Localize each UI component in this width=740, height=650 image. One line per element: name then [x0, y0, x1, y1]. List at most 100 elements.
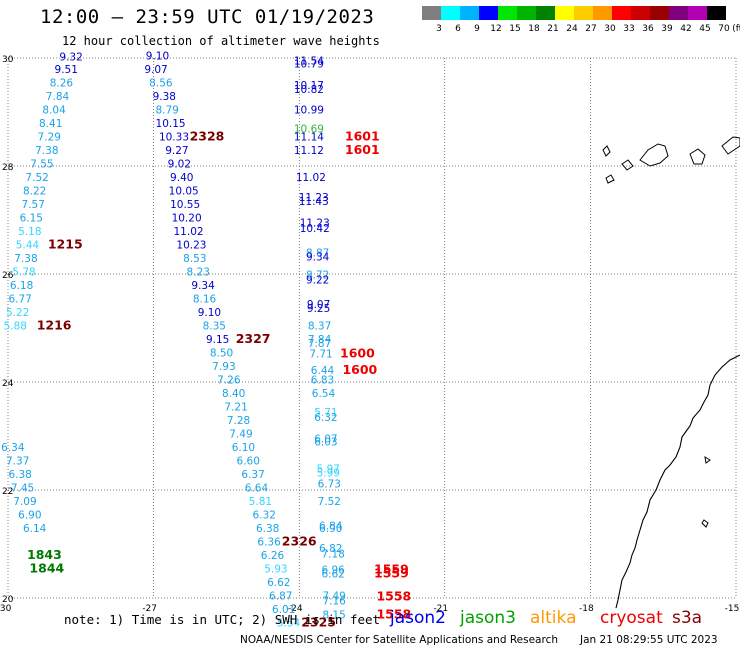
wave-height-value: 6.14 [23, 523, 47, 535]
colorbar-label: 45 [699, 24, 710, 34]
sub-title: 12 hour collection of altimeter wave hei… [62, 34, 380, 48]
wave-height-value: 7.84 [308, 334, 332, 346]
wave-height-value: 9.27 [165, 145, 188, 157]
wave-height-value: 8.53 [183, 253, 206, 265]
colorbar-swatch [422, 6, 441, 20]
wave-height-value: 6.82 [319, 543, 342, 555]
lat-tick-label: 28 [2, 163, 14, 173]
wave-height-value: 10.15 [156, 118, 186, 130]
canary-island-hierro [605, 174, 615, 184]
wave-height-value: 10.05 [169, 186, 199, 198]
lat-tick-label: 30 [2, 55, 14, 65]
legend-cryosat: cryosat [600, 608, 663, 628]
wave-height-value: 10.20 [172, 213, 202, 225]
colorbar-swatch [517, 6, 536, 20]
colorbar-label: 3 [436, 24, 442, 34]
pass-time-label: 1559 [374, 565, 409, 580]
wave-height-value: 6.01 [272, 604, 295, 616]
lon-tick-label: -27 [142, 604, 157, 614]
colorbar-label: 15 [509, 24, 520, 34]
wave-height-value: 8.35 [203, 321, 226, 333]
legend-note: note: 1) Time is in UTC; 2) SWH is in fe… [64, 612, 381, 627]
wave-height-value: 8.87 [306, 248, 329, 260]
colorbar-swatch [441, 6, 460, 20]
wave-height-value: 8.40 [222, 388, 245, 400]
wave-height-value: 9.15 [206, 334, 229, 346]
pass-time-label: 2326 [282, 534, 317, 549]
wave-height-value: 8.23 [187, 267, 210, 279]
wave-height-value: 6.54 [312, 388, 336, 400]
wave-height-value: 7.38 [35, 145, 58, 157]
wave-height-value: 6.26 [261, 550, 285, 562]
wave-height-value: 10.33 [159, 132, 189, 144]
wave-height-value: 6.64 [245, 483, 269, 495]
pass-time-label: 1558 [376, 607, 411, 622]
wave-height-value: 6.32 [253, 510, 276, 522]
wave-height-value: 7.87 [308, 338, 331, 350]
lon-tick-label: -18 [579, 604, 594, 614]
wave-height-value: 7.45 [11, 483, 34, 495]
legend-s3a: s3a [672, 608, 703, 628]
lat-tick-label: 24 [2, 379, 14, 389]
wave-height-value: 8.04 [42, 105, 66, 117]
pass-time-label: 2328 [190, 129, 225, 144]
wave-height-value: 9.10 [198, 307, 221, 319]
wave-height-value: 5.93 [264, 564, 287, 576]
colorbar-swatch [688, 6, 707, 20]
canary-island-grancanaria [689, 148, 706, 165]
wave-height-value: 6.90 [18, 510, 41, 522]
wave-height-value: 7.55 [30, 159, 53, 171]
wave-height-value: 7.28 [227, 415, 250, 427]
wave-height-value: 6.62 [267, 577, 290, 589]
wave-height-value: 8.15 [322, 610, 345, 622]
wave-height-value: 7.84 [46, 91, 70, 103]
lat-tick-label: 26 [2, 271, 14, 281]
footer-date: Jan 21 08:29:55 UTC 2023 [580, 634, 718, 646]
footer-org: NOAA/NESDIS Center for Satellite Applica… [240, 634, 558, 646]
wave-height-value: 10.55 [170, 199, 200, 211]
wave-height-value: 7.38 [14, 253, 37, 265]
wave-height-value: 7.49 [322, 591, 345, 603]
colorbar-label: 27 [585, 24, 596, 34]
wave-height-value: 5.44 [16, 240, 40, 252]
wave-height-value: 8.56 [149, 78, 173, 90]
wave-height-value: 6.77 [8, 294, 31, 306]
wave-height-value: 8.22 [23, 186, 46, 198]
wave-height-value: 6.03 [314, 437, 337, 449]
wave-height-value: 6.87 [269, 591, 292, 603]
wave-height-value: 9.25 [307, 303, 330, 315]
colorbar-label: 33 [623, 24, 634, 34]
canary-island-fuerteventura [721, 136, 740, 155]
colorbar-swatch [669, 6, 688, 20]
wave-height-value: 11.14 [294, 132, 324, 144]
colorbar-label: 18 [528, 24, 540, 34]
coastline [602, 136, 740, 609]
wave-height-value: 8.50 [210, 348, 233, 360]
colorbar-swatch [593, 6, 612, 20]
gridlines [7, 57, 737, 599]
pass-time-label: 1601 [345, 142, 380, 157]
pass-time-label: 1601 [345, 129, 380, 144]
wave-height-value: 7.16 [322, 595, 346, 607]
wave-height-value: 9.02 [168, 159, 191, 171]
wave-height-value: 6.34 [1, 442, 25, 454]
colorbar-swatch [650, 6, 669, 20]
lon-tick-label: -15 [725, 604, 740, 614]
footer: NOAA/NESDIS Center for Satellite Applica… [0, 634, 740, 648]
wave-height-value: 9.38 [153, 91, 176, 103]
colorbar-label: 30 [604, 24, 616, 34]
colorbar-swatch [631, 6, 650, 20]
wave-height-value: 6.18 [10, 280, 33, 292]
wave-height-value: 11.12 [294, 145, 324, 157]
lat-tick-label: 20 [2, 595, 14, 605]
colorbar-label: 39 [661, 24, 673, 34]
wave-height-value: 5.18 [18, 226, 41, 238]
legend-altika: altika [530, 608, 577, 628]
colorbar-swatch [574, 6, 593, 20]
africa-coastline [615, 354, 740, 609]
wave-height-value: 8.16 [193, 294, 217, 306]
pass-time-label: 1600 [340, 346, 375, 361]
wave-height-value: 6.38 [256, 523, 279, 535]
